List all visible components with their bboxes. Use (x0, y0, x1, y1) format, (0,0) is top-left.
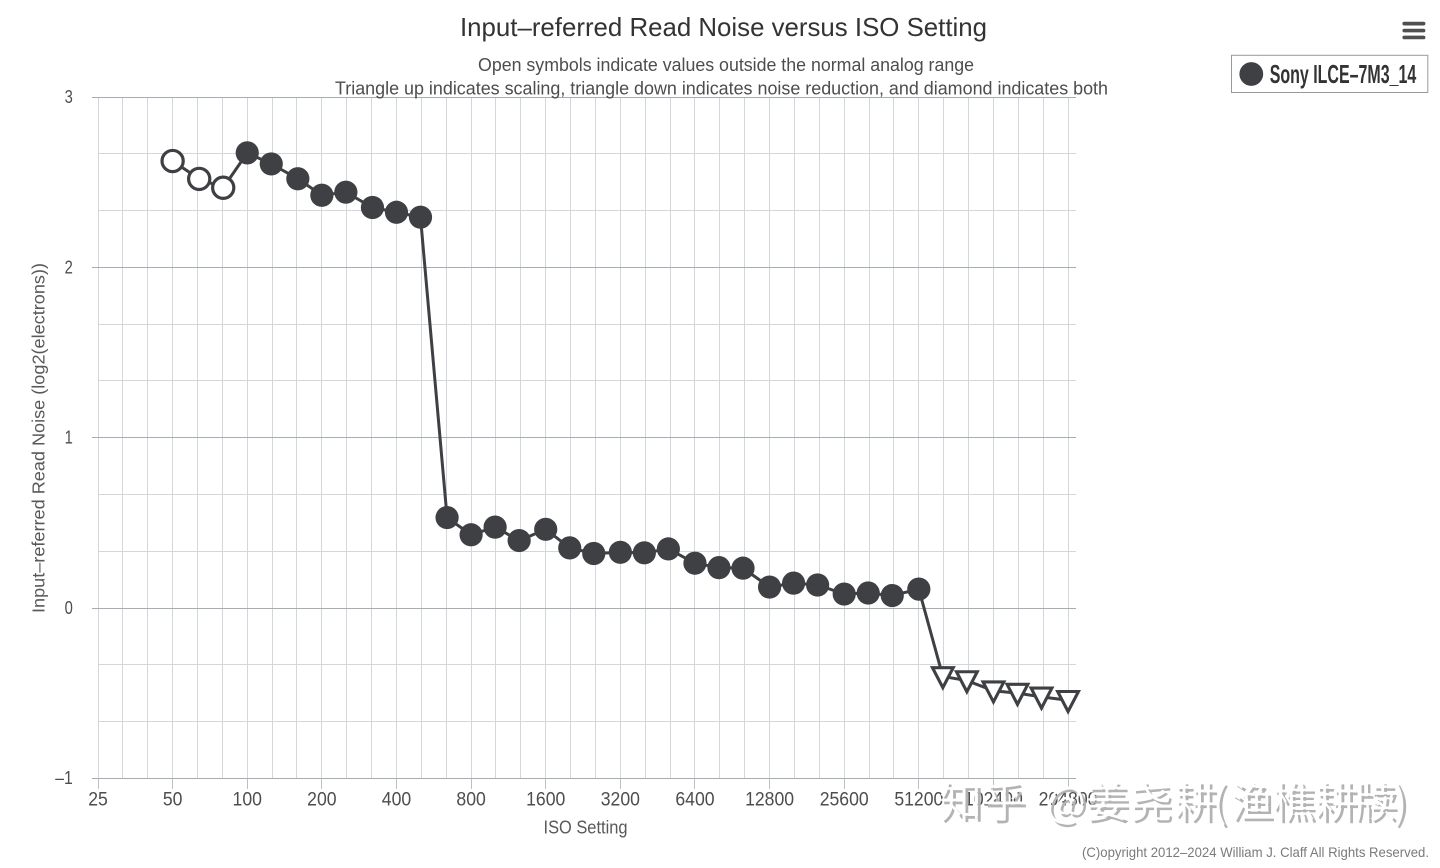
svg-text:50: 50 (163, 789, 183, 811)
svg-text:100: 100 (233, 789, 263, 811)
svg-text:800: 800 (456, 789, 486, 811)
svg-text:400: 400 (382, 789, 412, 811)
svg-text:12800: 12800 (745, 789, 794, 811)
svg-text:6400: 6400 (675, 789, 714, 811)
svg-text:25: 25 (88, 789, 108, 811)
svg-text:Sony ILCE–7M3_14: Sony ILCE–7M3_14 (1270, 59, 1417, 89)
svg-text:200: 200 (307, 789, 337, 811)
svg-text:3: 3 (65, 87, 73, 107)
svg-text:2: 2 (65, 257, 73, 277)
svg-text:Open symbols indicate values o: Open symbols indicate values outside the… (478, 55, 974, 75)
svg-text:1600: 1600 (526, 789, 565, 811)
svg-text:51200: 51200 (894, 789, 943, 811)
svg-text:ISO Setting: ISO Setting (544, 818, 628, 838)
svg-text:25600: 25600 (820, 789, 869, 811)
svg-text:Input–referred Read Noise (log: Input–referred Read Noise (log2(electron… (29, 263, 49, 613)
svg-text:0: 0 (65, 598, 73, 618)
svg-text:3200: 3200 (601, 789, 640, 811)
svg-text:(C)opyright 2012–2024 William: (C)opyright 2012–2024 William J. Claff A… (1082, 845, 1429, 860)
svg-text:1: 1 (65, 428, 73, 448)
svg-text:Triangle up indicates scaling,: Triangle up indicates scaling, triangle … (335, 79, 1108, 99)
svg-text:Input–referred Read Noise vers: Input–referred Read Noise versus ISO Set… (460, 12, 987, 42)
svg-text:–1: –1 (55, 768, 73, 788)
